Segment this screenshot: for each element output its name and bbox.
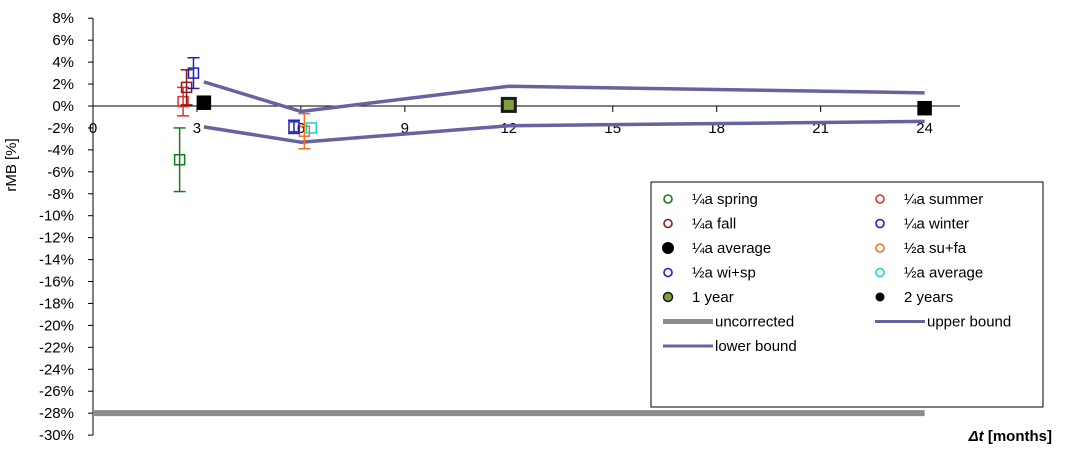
legend-label: ½a wi+sp [692,265,756,282]
marker-series [173,56,932,193]
x-tick-label: 21 [812,120,829,137]
y-tick-label: -4% [47,142,74,159]
y-tick-label: -20% [39,317,74,334]
data-point-¼a-fall [180,81,193,94]
y-tick-label: -18% [39,295,74,312]
y-tick-label: 6% [52,32,74,49]
legend-label: ¼a spring [692,191,758,208]
series-line-lower-bound [203,119,925,144]
y-tick-label: -6% [47,164,74,181]
x-tick-label: 24 [916,120,933,137]
y-tick-label: -28% [39,405,74,422]
line-series [93,80,925,417]
legend-symbol [663,267,673,278]
y-tick-label: -14% [39,252,74,269]
x-tick-label: 6 [297,120,305,137]
x-tick-label: 3 [193,120,201,137]
legend-label: ½a su+fa [904,240,967,257]
y-tick-label: -12% [39,230,74,247]
y-tick-label: -16% [39,274,74,291]
x-tick-label: 9 [401,120,409,137]
x-axis-label: Δt [months] [968,428,1052,445]
data-point-¼a-winter [187,67,200,79]
y-tick-label: -22% [39,339,74,356]
x-axis-label-unit: [months] [984,428,1052,445]
legend-box [650,181,1044,408]
legend-label: ¼a winter [904,216,969,233]
y-tick-label: 0% [52,98,74,115]
legend-symbol [662,242,674,254]
legend: ¼a spring ¼a summer ¼a fall ¼a winter ¼a ave… [650,181,1044,408]
data-point-1-year [500,96,517,113]
legend-symbol [875,292,885,302]
legend-label: ¼a summer [904,191,983,208]
legend-label: ¼a average [692,240,771,257]
data-point-½a-average [305,122,318,134]
y-tick-label: -24% [39,361,74,378]
legend-symbol [662,291,674,303]
x-tick-label: 0 [89,120,97,137]
data-point-¼a-summer [177,95,189,108]
y-tick-label: -26% [39,383,74,400]
y-axis-label: rMB [%] [3,138,20,191]
y-tick-label: 2% [52,76,74,93]
x-tick-label: 15 [604,120,621,137]
legend-symbol [663,218,673,229]
legend-symbol [875,243,885,253]
y-tick-label: -10% [39,208,74,225]
data-point-¼a-average [196,95,212,110]
legend-symbol [875,194,885,204]
x-tick-label: 12 [500,120,517,137]
y-tick-label: 8% [52,10,74,27]
y-axis: 8% 6% 4% 2% 0% -2% -4% -6% -8% -10% -12% -14% -16% -1… [39,10,94,444]
legend-symbol [663,194,673,204]
y-tick-label: -2% [47,120,74,137]
legend-label: 2 years [904,289,953,306]
legend-label: 1 year [692,289,734,306]
legend-label: upper bound [927,314,1011,331]
legend-label: lower bound [715,338,797,355]
legend-label: uncorrected [715,314,794,331]
legend-label: ½a average [904,265,983,282]
legend-symbol [875,218,885,229]
y-tick-label: 4% [52,54,74,71]
data-point-½a-wi+sp [288,121,300,133]
x-axis: 0 3 6 9 12 15 18 21 24 [89,105,960,137]
y-tick-label: -8% [47,186,74,203]
legend-symbol [875,267,885,278]
data-point-2-years [917,100,932,116]
x-axis-label-variable: Δt [968,428,985,445]
legend-label: ¼a fall [692,216,736,233]
data-point-¼a-spring [173,154,186,166]
series-line-upper-bound [203,80,925,114]
y-tick-label: -30% [39,427,74,444]
